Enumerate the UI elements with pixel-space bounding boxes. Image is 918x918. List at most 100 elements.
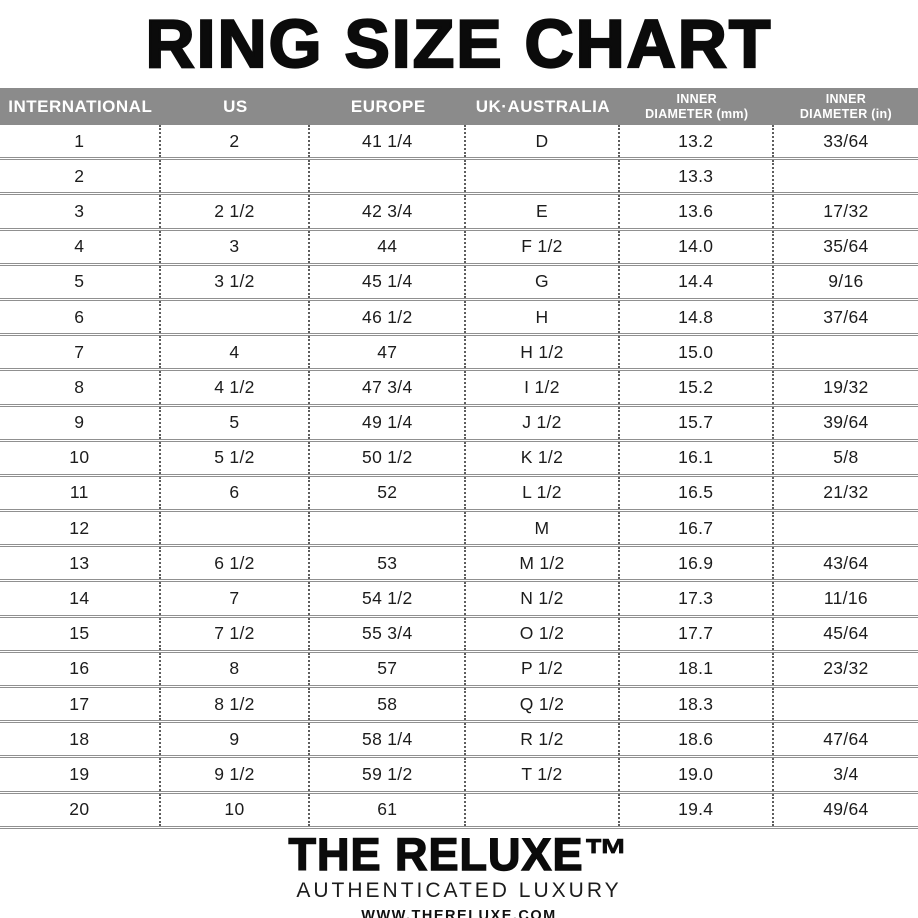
cell-europe: 44 [310,230,467,263]
cell-inner-diameter-mm: 18.3 [620,688,774,721]
cell-us [161,300,311,334]
cell-inner-diameter-in: 9/16 [828,271,864,292]
cell-uk-australia: O 1/2 [466,617,620,650]
cell-inner-diameter-mm: 15.0 [620,336,774,369]
cell-inner-diameter-in: 3/4 [833,763,859,784]
cell-international: 6 [0,300,161,334]
cell-international: 4 [0,230,161,263]
cell-inner-diameter-mm: 18.6 [620,723,774,756]
cell-us: 6 [161,476,311,510]
cell-uk-australia: Q 1/2 [466,688,620,721]
cell-uk-australia: H [466,300,620,334]
cell-inner-diameter-mm: 18.1 [620,652,774,685]
cell-uk-australia: N 1/2 [466,582,620,615]
cell-inner-diameter-in: 35/64 [823,236,869,257]
cell-international: 10 [0,441,161,474]
cell-inner-diameter-in: 17/32 [823,200,869,221]
cell-europe: 42 3/4 [310,195,467,228]
cell-us [161,512,311,545]
cell-us: 9 [161,723,311,756]
cell-uk-australia: I 1/2 [466,371,620,404]
cell-us [161,160,311,193]
cell-uk-australia: K 1/2 [466,441,620,474]
column-header-inner-diameter-in: INNER DIAMETER (in) [799,92,892,121]
cell-europe: 58 [310,688,467,721]
cell-international: 17 [0,688,161,721]
cell-inner-diameter-in: 39/64 [823,412,869,433]
cell-inner-diameter-mm: 16.5 [620,476,774,510]
cell-europe: 52 [310,476,467,510]
cell-us: 7 [161,582,311,615]
cell-us: 5 [161,406,311,439]
cell-uk-australia [466,160,620,193]
cell-inner-diameter-in: 21/32 [823,482,869,503]
cell-uk-australia: H 1/2 [466,336,620,369]
cell-inner-diameter-in [774,336,918,368]
cell-europe: 57 [310,652,467,685]
cell-uk-australia: D [466,125,620,158]
cell-uk-australia [466,793,620,826]
cell-uk-australia: T 1/2 [466,758,620,791]
column-header-international: INTERNATIONAL [8,96,153,116]
cell-international: 2 [0,160,161,193]
cell-international: 5 [0,265,161,298]
cell-inner-diameter-in [774,688,918,720]
table-row: 10 5 1/2 50 1/2 K 1/2 16.1 5/8 [0,441,918,477]
brand-tagline: AUTHENTICATED LUXURY [296,878,622,902]
page-title: RING SIZE CHART [144,5,773,83]
table-row: 4 3 44 F 1/2 14.0 35/64 [0,230,918,266]
cell-us: 7 1/2 [161,617,311,650]
website-url: WWW.THERELUXE.COM [361,907,557,918]
cell-uk-australia: E [466,195,620,228]
table-row: 12 M 16.7 [0,512,918,548]
cell-inner-diameter-mm: 19.4 [620,793,774,826]
cell-europe: 53 [310,547,467,580]
cell-inner-diameter-in: 11/16 [823,588,868,609]
table-row: 6 46 1/2 H 14.8 37/64 [0,300,918,337]
table-row: 7 4 47 H 1/2 15.0 [0,336,918,372]
cell-europe: 41 1/4 [310,125,467,158]
cell-us: 2 [161,125,311,158]
cell-inner-diameter-mm: 14.4 [620,265,774,298]
table-row: 17 8 1/2 58 Q 1/2 18.3 [0,688,918,724]
cell-inner-diameter-mm: 19.0 [620,758,774,791]
cell-international: 12 [0,512,161,545]
cell-inner-diameter-mm: 17.3 [620,582,774,615]
table-row: 5 3 1/2 45 1/4 G 14.4 9/16 [0,265,918,301]
cell-international: 1 [0,125,161,158]
table-body: 1 2 41 1/4 D 13.2 33/64 2 13.3 3 2 1/2 4… [0,125,918,829]
cell-inner-diameter-mm: 13.6 [620,195,774,228]
table-row: 13 6 1/2 53 M 1/2 16.9 43/64 [0,547,918,583]
table-row: 15 7 1/2 55 3/4 O 1/2 17.7 45/64 [0,617,918,653]
cell-uk-australia: G [466,265,620,298]
cell-inner-diameter-in: 43/64 [823,552,869,573]
table-row: 2 13.3 [0,160,918,196]
cell-inner-diameter-mm: 13.3 [620,160,774,193]
cell-inner-diameter-in: 5/8 [833,447,859,468]
cell-uk-australia: R 1/2 [466,723,620,756]
column-header-inner-diameter-mm: INNER DIAMETER (mm) [645,92,749,121]
trademark-symbol: ™ [583,828,630,880]
cell-inner-diameter-in: 33/64 [823,130,869,151]
cell-uk-australia: M [466,512,620,545]
table-row: 9 5 49 1/4 J 1/2 15.7 39/64 [0,406,918,442]
cell-international: 9 [0,406,161,439]
cell-international: 11 [0,476,161,510]
cell-us: 9 1/2 [161,758,311,791]
cell-europe [310,512,467,545]
column-header-us: US [223,96,248,116]
cell-international: 19 [0,758,161,791]
cell-inner-diameter-mm: 15.7 [620,406,774,439]
table-row: 19 9 1/2 59 1/2 T 1/2 19.0 3/4 [0,758,918,794]
cell-inner-diameter-in: 23/32 [823,658,869,679]
cell-uk-australia: M 1/2 [466,547,620,580]
cell-international: 7 [0,336,161,369]
cell-europe: 55 3/4 [310,617,467,650]
cell-international: 18 [0,723,161,756]
cell-inner-diameter-in: 49/64 [823,799,869,820]
cell-europe: 49 1/4 [310,406,467,439]
cell-inner-diameter-in: 19/32 [823,376,869,397]
footer: THE RELUXE™ AUTHENTICATED LUXURY WWW.THE… [0,829,918,918]
cell-inner-diameter-in: 47/64 [823,728,869,749]
cell-inner-diameter-mm: 16.7 [620,512,774,545]
